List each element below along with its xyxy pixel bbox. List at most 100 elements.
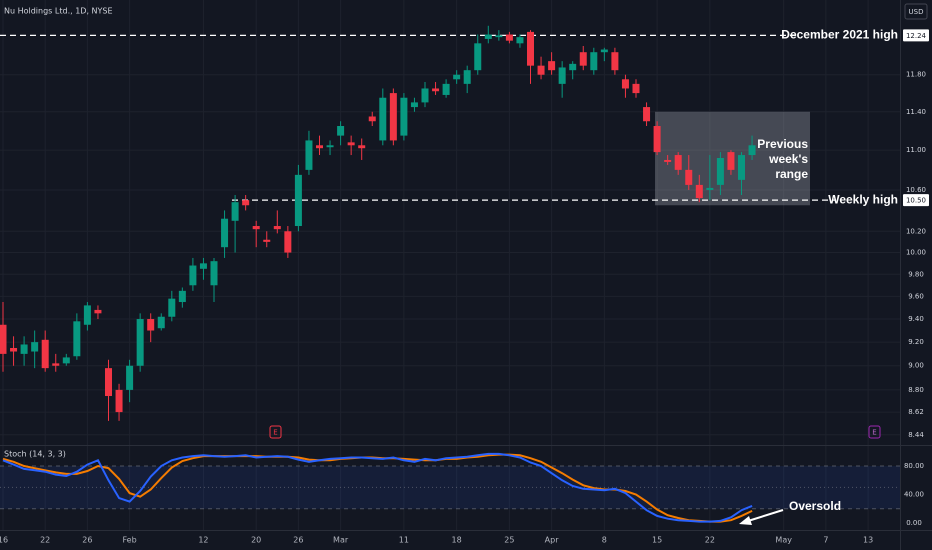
candle-body <box>136 319 144 366</box>
candle-body <box>368 116 376 122</box>
y-tick-label: 9.80 <box>908 270 924 278</box>
x-tick-label: 15 <box>652 536 662 545</box>
stoch-tick-label: 40.00 <box>904 491 924 499</box>
candle-body <box>273 226 281 230</box>
candle-body <box>442 83 450 95</box>
candle-body <box>389 93 397 141</box>
x-tick-label: 25 <box>504 536 514 545</box>
candle-body <box>537 65 545 75</box>
level-label: December 2021 high <box>781 28 898 42</box>
currency[interactable]: USD <box>909 8 924 16</box>
stoch-tick-label: 0.00 <box>906 519 922 527</box>
candle-body <box>579 52 587 66</box>
stoch-tick-label: 80.00 <box>904 462 924 470</box>
oversold-arrowhead <box>739 516 752 525</box>
x-tick-label: 16 <box>0 536 8 545</box>
candle-body <box>0 324 7 354</box>
candle-body <box>505 34 513 41</box>
stoch-band <box>0 466 900 509</box>
candle-body <box>231 202 239 221</box>
y-tick-label: 8.80 <box>908 386 924 394</box>
x-tick-label: 12 <box>198 536 208 545</box>
x-tick-label: 7 <box>823 536 828 545</box>
candle-body <box>31 342 39 352</box>
y-tick-label: 9.40 <box>908 315 924 323</box>
range-label: Previous <box>757 137 808 151</box>
candle-body <box>379 97 387 141</box>
candle-body <box>178 290 186 303</box>
candle-body <box>94 309 102 314</box>
y-tick-label: 8.44 <box>908 431 924 439</box>
candle-body <box>548 61 556 71</box>
candle-body <box>316 145 323 149</box>
level-price: 12.24 <box>906 32 927 40</box>
candle-body <box>558 67 566 84</box>
candle-body <box>52 363 60 366</box>
oversold-label: Oversold <box>789 499 841 513</box>
earnings-marker[interactable] <box>868 425 881 439</box>
candle-body <box>738 155 745 180</box>
range-label: range <box>775 167 808 181</box>
candle-body <box>20 344 28 354</box>
candle-body <box>653 126 661 153</box>
candle-body <box>157 316 165 329</box>
x-tick-label: 20 <box>251 536 261 545</box>
candle-body <box>706 187 714 190</box>
y-tick-label: 10.00 <box>906 249 926 257</box>
candle-body <box>337 126 345 136</box>
level-price: 10.50 <box>906 197 926 205</box>
candle-body <box>621 79 629 89</box>
y-tick-label: 9.60 <box>908 292 924 300</box>
y-tick-label: 11.80 <box>906 71 926 79</box>
indicator-title: Stoch (14, 3, 3) <box>4 450 66 459</box>
candle-body <box>242 200 250 206</box>
candle-body <box>695 184 703 199</box>
y-tick-label: 11.40 <box>906 108 926 116</box>
candle-body <box>62 357 70 364</box>
candle-body <box>83 305 91 325</box>
candle-body <box>611 52 619 71</box>
candle-body <box>484 34 492 39</box>
chart-title: Nu Holdings Ltd., 1D, NYSE <box>4 7 113 16</box>
x-tick-label: 11 <box>399 536 409 545</box>
y-tick-label: 10.20 <box>906 227 926 235</box>
candle-body <box>674 155 682 170</box>
candles <box>0 25 756 523</box>
candle-body <box>664 159 672 162</box>
candle-body <box>147 319 155 331</box>
level-label: Weekly high <box>828 192 898 206</box>
candle-body <box>115 389 123 413</box>
currency-box[interactable] <box>904 3 928 20</box>
candle-body <box>105 368 112 397</box>
candle-body <box>410 102 418 108</box>
level-price-box <box>903 194 929 207</box>
candle-body <box>189 265 197 286</box>
y-tick-label: 9.20 <box>908 338 924 346</box>
candle-body <box>590 52 598 71</box>
x-tick-label: 22 <box>40 536 50 545</box>
earnings-label[interactable]: E <box>872 429 876 437</box>
candle-body <box>527 31 534 66</box>
earnings-marker[interactable] <box>269 425 282 439</box>
x-tick-label: 26 <box>82 536 92 545</box>
candle-body <box>716 157 724 185</box>
candle-body <box>432 88 440 92</box>
y-tick-label: 8.62 <box>908 408 924 416</box>
x-tick-label: 8 <box>602 536 607 545</box>
candle-body <box>748 145 756 156</box>
y-tick-label: 11.00 <box>906 146 926 154</box>
candle-body <box>685 169 693 185</box>
candle-body <box>600 49 608 53</box>
candle-body <box>199 263 207 269</box>
candle-body <box>495 35 503 38</box>
candle-body <box>516 37 524 44</box>
y-tick-label: 9.00 <box>908 362 924 370</box>
candle-body <box>569 63 577 71</box>
candle-body <box>126 365 134 390</box>
range-label: week's <box>768 152 808 166</box>
candle-body <box>305 140 313 170</box>
x-tick-label: May <box>775 536 792 545</box>
earnings-label[interactable]: E <box>273 429 277 437</box>
x-tick-label: 26 <box>293 536 303 545</box>
